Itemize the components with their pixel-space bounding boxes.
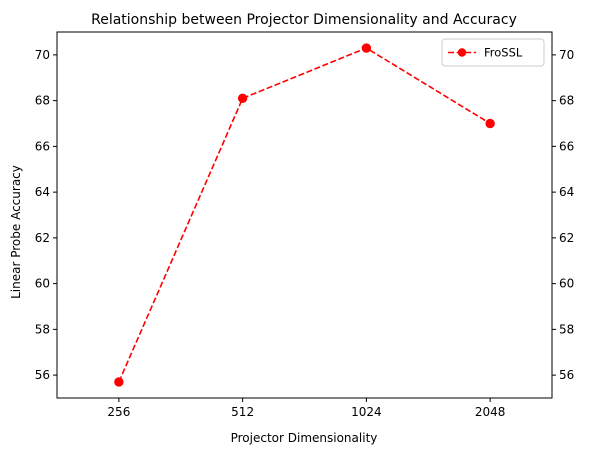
y-tick-label-right: 70 (559, 48, 574, 62)
y-tick-label-right: 60 (559, 277, 574, 291)
y-tick-label-left: 60 (35, 277, 50, 291)
y-tick-label-left: 62 (35, 231, 50, 245)
y-tick-label-right: 64 (559, 185, 574, 199)
legend-marker (457, 48, 467, 57)
y-tick-label-left: 70 (35, 48, 50, 62)
legend-box (441, 38, 545, 67)
y-tick-label-left: 56 (35, 368, 50, 382)
plot-frame (56, 31, 553, 399)
series-line (118, 47, 491, 383)
data-point (485, 118, 495, 129)
y-tick-label-left: 64 (35, 185, 50, 199)
legend-label: FroSSL (484, 46, 523, 60)
y-tick-label-right: 56 (559, 368, 574, 382)
y-tick-label-left: 58 (35, 322, 50, 336)
y-axis-title: Linear Probe Accuracy (9, 165, 23, 299)
x-tick-label: 512 (231, 405, 254, 419)
x-tick-label: 2048 (475, 405, 506, 419)
data-point (114, 377, 124, 387)
x-axis-title: Projector Dimensionality (231, 431, 378, 445)
y-tick-label-right: 66 (559, 139, 574, 153)
y-tick-label-left: 66 (35, 139, 50, 153)
data-point (361, 43, 372, 53)
y-tick-label-right: 58 (559, 322, 574, 336)
chart-title: Relationship between Projector Dimension… (91, 12, 517, 28)
legend: FroSSL (441, 38, 545, 67)
data-point (237, 93, 248, 104)
plot-area: 56 56 58 58 60 60 62 62 64 64 66 66 68 68 70 70 256 512 10… (35, 31, 574, 419)
y-tick-label-left: 68 (35, 94, 50, 108)
y-tick-label-right: 68 (559, 94, 574, 108)
x-tick-label: 256 (107, 405, 130, 419)
x-tick-label: 1024 (351, 405, 382, 419)
y-tick-label-right: 62 (559, 231, 574, 245)
